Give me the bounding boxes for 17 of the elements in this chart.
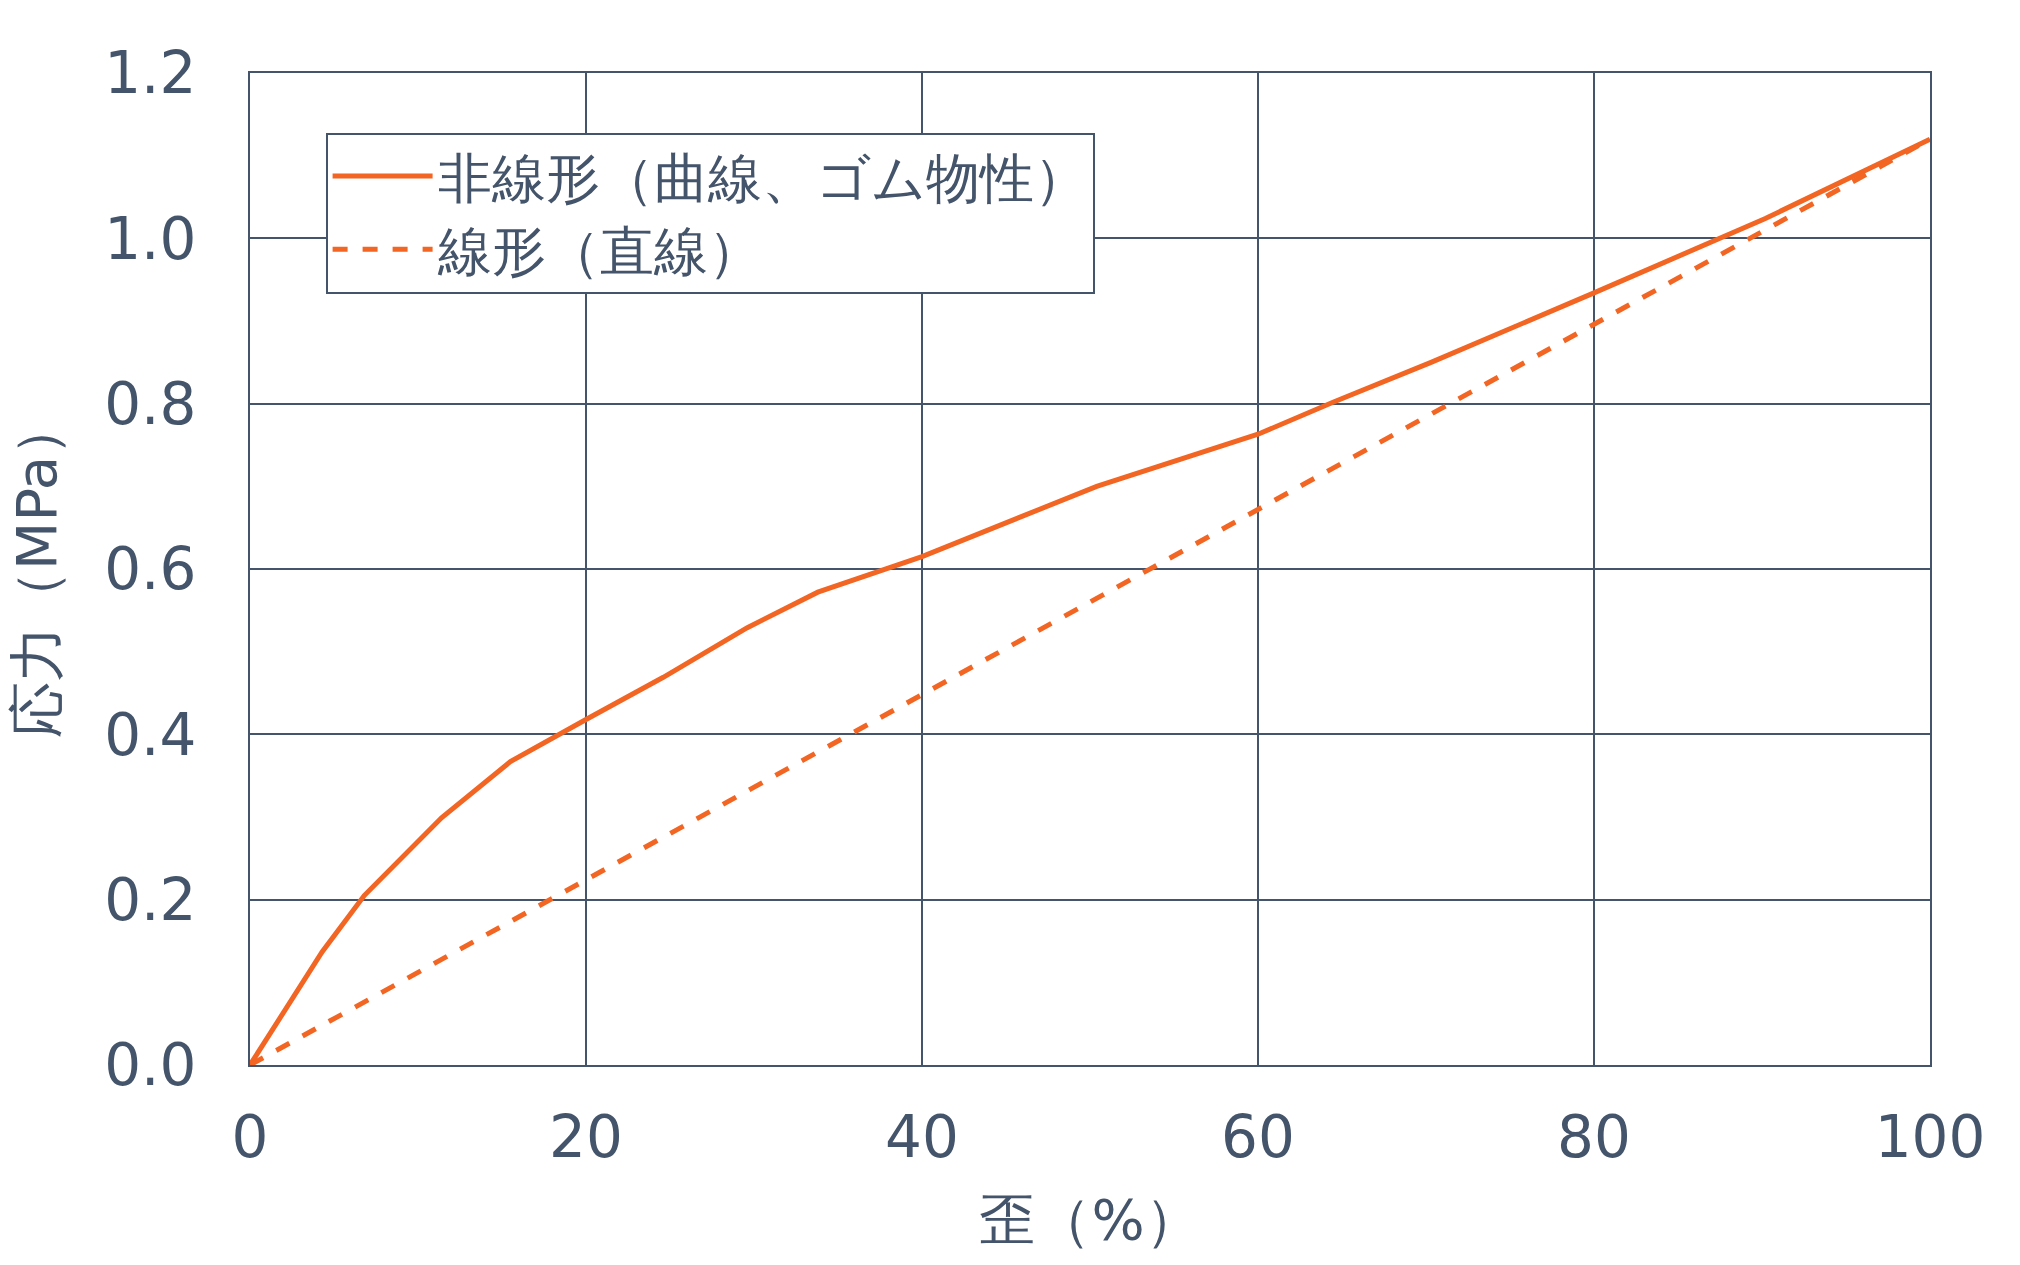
x-tick-label: 20 — [549, 1102, 623, 1171]
y-tick-label: 0.4 — [104, 700, 197, 769]
legend-label: 線形（直線） — [436, 220, 762, 284]
x-tick-label: 60 — [1221, 1102, 1295, 1171]
y-axis-title: 応力（MPa） — [3, 400, 69, 738]
x-axis-title: 歪（%） — [979, 1186, 1201, 1252]
legend-label: 非線形（曲線、ゴム物性） — [437, 147, 1088, 211]
x-tick-label: 0 — [231, 1102, 269, 1171]
y-tick-label: 0.6 — [104, 535, 197, 604]
y-tick-label: 1.2 — [104, 39, 197, 108]
x-tick-label: 100 — [1874, 1102, 1986, 1171]
x-tick-label: 40 — [885, 1102, 959, 1171]
y-tick-label: 1.0 — [104, 204, 197, 273]
y-tick-label: 0.0 — [104, 1031, 197, 1100]
y-tick-label: 0.2 — [104, 865, 197, 934]
x-tick-label: 80 — [1557, 1102, 1631, 1171]
y-tick-label: 0.8 — [104, 369, 197, 438]
